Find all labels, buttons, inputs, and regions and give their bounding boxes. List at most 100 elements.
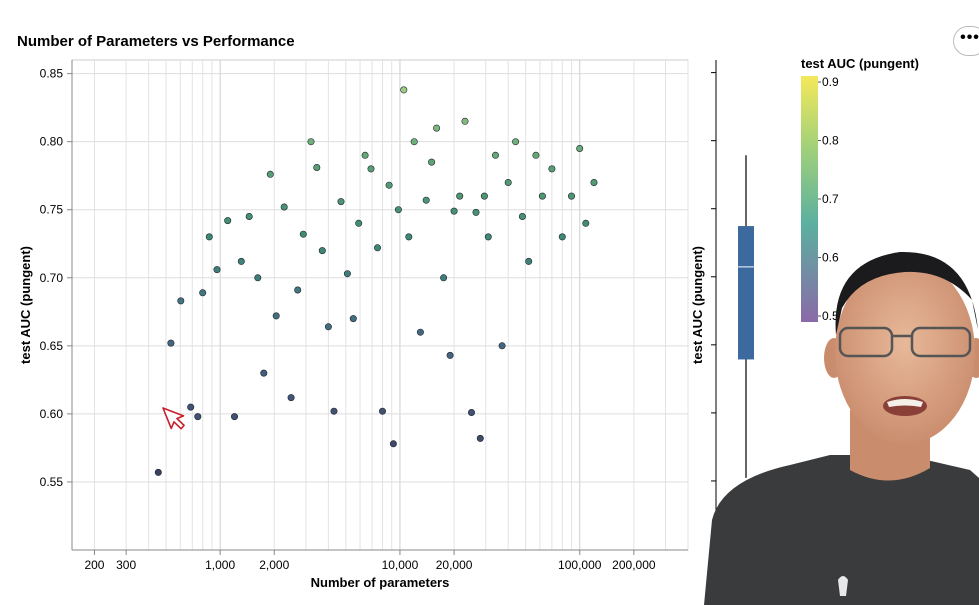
x-tick-label: 2,000 xyxy=(259,558,289,572)
data-point xyxy=(461,117,469,125)
data-point xyxy=(498,342,506,350)
x-tick-label: 200,000 xyxy=(612,558,656,572)
data-point xyxy=(467,408,475,416)
data-point xyxy=(205,233,213,241)
data-point xyxy=(548,165,556,173)
legend-label: 0.8 xyxy=(822,134,839,148)
data-point xyxy=(324,323,332,331)
data-point xyxy=(330,407,338,415)
data-point xyxy=(266,170,274,178)
data-point xyxy=(433,124,441,132)
data-point xyxy=(373,244,381,252)
mouse-cursor-icon xyxy=(162,407,185,430)
presenter-teeth xyxy=(887,399,923,407)
data-point xyxy=(294,286,302,294)
data-point xyxy=(154,468,162,476)
data-point xyxy=(410,138,418,146)
data-point xyxy=(590,179,598,187)
data-point xyxy=(480,192,488,200)
data-point xyxy=(567,192,575,200)
data-point xyxy=(187,403,195,411)
data-point xyxy=(476,434,484,442)
y-tick-label: 0.80 xyxy=(40,135,64,149)
y-tick-label: 0.70 xyxy=(40,271,64,285)
y-tick-label: 0.55 xyxy=(40,475,64,489)
plot-frame xyxy=(71,59,689,551)
data-point xyxy=(428,158,436,166)
data-point xyxy=(416,328,424,336)
presenter-webcam-overlay xyxy=(704,251,979,605)
data-points xyxy=(154,86,598,476)
data-point xyxy=(287,394,295,402)
data-point xyxy=(361,151,369,159)
data-point xyxy=(472,208,480,216)
y-tick-label: 0.85 xyxy=(40,67,64,81)
data-point xyxy=(260,369,268,377)
boxplot-box xyxy=(738,226,754,360)
boxplot-axis-title: test AUC (pungent) xyxy=(690,246,705,364)
legend-label: 0.9 xyxy=(822,75,839,89)
data-point xyxy=(199,289,207,297)
boxplot-ticks xyxy=(711,72,716,482)
data-point xyxy=(446,351,454,359)
data-point xyxy=(532,151,540,159)
data-point xyxy=(450,207,458,215)
data-point xyxy=(576,145,584,153)
data-point xyxy=(389,440,397,448)
presenter-shirt xyxy=(704,455,979,605)
legend-label: 0.7 xyxy=(822,192,839,206)
data-point xyxy=(313,164,321,172)
data-point xyxy=(245,213,253,221)
y-axis-title: test AUC (pungent) xyxy=(18,246,33,364)
data-point xyxy=(582,219,590,227)
data-point xyxy=(400,86,408,94)
data-point xyxy=(231,413,239,421)
data-point xyxy=(237,257,245,265)
legend-title: test AUC (pungent) xyxy=(801,56,919,71)
data-point xyxy=(385,181,393,189)
grid-lines xyxy=(72,60,689,550)
y-axis: 0.55 0.60 0.65 0.70 0.75 0.80 0.85 xyxy=(40,60,73,550)
data-point xyxy=(518,213,526,221)
marginal-boxplot: test AUC (pungent) xyxy=(690,60,754,550)
data-point xyxy=(213,266,221,274)
data-point xyxy=(355,219,363,227)
shirt-logo-icon xyxy=(838,576,848,596)
data-point xyxy=(484,233,492,241)
ellipsis-icon: ••• xyxy=(960,29,979,46)
eyeglasses-icon xyxy=(838,326,972,358)
legend-labels: 0.9 0.8 0.7 0.6 0.5 xyxy=(818,75,839,323)
data-point xyxy=(177,297,185,305)
data-point xyxy=(538,192,546,200)
data-point xyxy=(512,138,520,146)
data-point xyxy=(167,339,175,347)
data-point xyxy=(456,192,464,200)
x-tick-label: 200 xyxy=(84,558,104,572)
y-tick-label: 0.60 xyxy=(40,407,64,421)
data-point xyxy=(337,198,345,206)
data-point xyxy=(504,179,512,187)
y-tick-label: 0.75 xyxy=(40,203,64,217)
data-point xyxy=(307,138,315,146)
y-tick-label: 0.65 xyxy=(40,339,64,353)
data-point xyxy=(378,407,386,415)
data-point xyxy=(299,230,307,238)
x-tick-label: 10,000 xyxy=(382,558,419,572)
data-point xyxy=(194,413,202,421)
data-point xyxy=(491,151,499,159)
data-point xyxy=(394,206,402,214)
data-point xyxy=(343,270,351,278)
data-point xyxy=(440,274,448,282)
x-axis: 200 300 1,000 2,000 10,000 20,000 100,000 200,0… xyxy=(72,549,688,572)
data-point xyxy=(272,312,280,320)
data-point xyxy=(405,233,413,241)
x-tick-label: 1,000 xyxy=(205,558,235,572)
data-point xyxy=(280,203,288,211)
more-options-button[interactable]: ••• xyxy=(953,26,979,56)
data-point xyxy=(349,315,357,323)
x-tick-label: 100,000 xyxy=(558,558,602,572)
x-tick-label: 20,000 xyxy=(436,558,473,572)
data-point xyxy=(525,257,533,265)
data-point xyxy=(224,217,232,225)
